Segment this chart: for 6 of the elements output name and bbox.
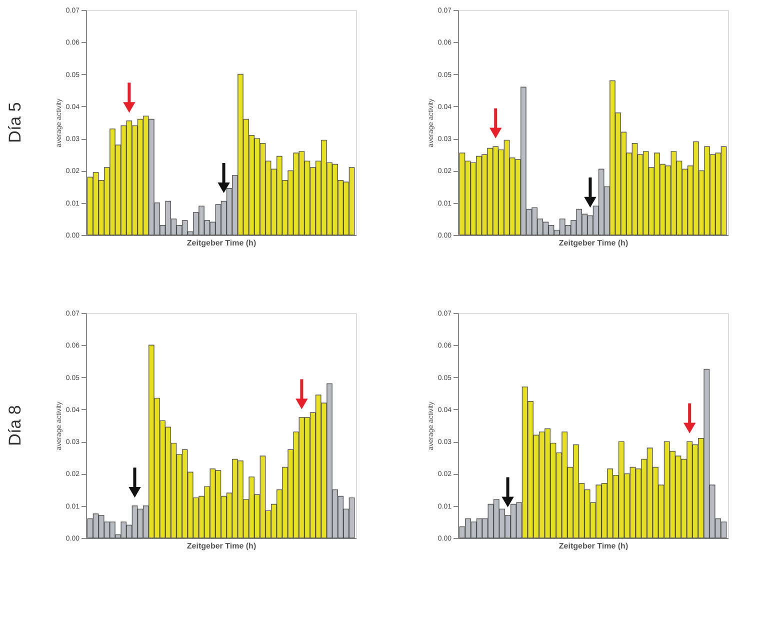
text: Día 5 <box>5 102 24 143</box>
x-axis-title: Zeitgeber Time (h) <box>186 238 256 248</box>
x-axis-title: Zeitgeber Time (h) <box>558 542 628 550</box>
x-axis-title: Zeitgeber Time (h) <box>558 238 628 248</box>
x-axis-title: Zeitgeber Time (h) <box>186 542 256 550</box>
text: Día 8 <box>5 405 24 446</box>
